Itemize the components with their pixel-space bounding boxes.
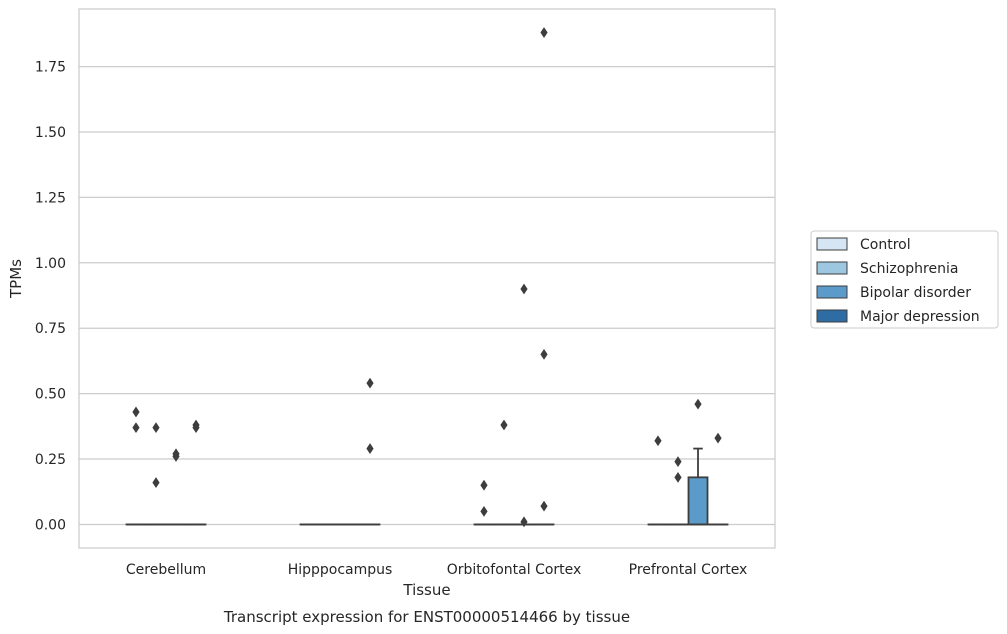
outlier-point (132, 422, 140, 434)
outlier-point (520, 516, 528, 528)
legend-swatch (816, 237, 848, 251)
outlier-point (540, 27, 548, 38)
boxes (125, 447, 729, 526)
x-tick-label: Orbitofontal Cortex (447, 562, 582, 578)
x-tick-label: Hipppocampus (288, 562, 393, 578)
outlier-point (366, 377, 374, 389)
outlier-point (654, 435, 662, 447)
plot-frame (78, 8, 776, 549)
grid-lines (79, 65, 775, 526)
outlier-point (694, 398, 702, 410)
x-tick-labels: Cerebellum Hipppocampus Orbitofontal Corte… (126, 562, 747, 578)
outlier-point (714, 432, 722, 444)
legend-item: Major depression (816, 309, 980, 325)
outlier-point (480, 479, 488, 491)
legend-label: Bipolar disorder (860, 285, 971, 301)
y-tick-label: 0.50 (35, 387, 66, 403)
legend-swatch (816, 309, 848, 323)
legend-label: Control (860, 237, 911, 253)
outlier-point (192, 422, 200, 434)
legend-item: Control (816, 237, 911, 253)
outlier-point (500, 419, 508, 431)
outlier-point (132, 406, 140, 418)
y-tick-label: 1.25 (35, 190, 66, 206)
legend: Control Schizophrenia Bipolar disorder Majo… (810, 230, 999, 329)
legend-label: Schizophrenia (860, 261, 958, 277)
y-tick-label: 0.75 (35, 321, 66, 337)
legend-label: Major depression (860, 309, 980, 325)
outlier-point (540, 500, 548, 512)
chart-caption: Transcript expression for ENST0000051446… (223, 608, 630, 626)
outlier-point (674, 471, 682, 483)
y-tick-label: 0.00 (35, 517, 66, 533)
y-tick-labels: 0.00 0.25 0.50 0.75 1.00 1.25 1.50 1.75 (35, 60, 66, 534)
legend-frame (810, 230, 999, 329)
legend-item: Schizophrenia (816, 261, 958, 277)
outlier-point (172, 451, 180, 462)
outliers (132, 27, 722, 528)
outlier-point (366, 443, 374, 454)
outlier-point (480, 505, 488, 517)
y-tick-label: 1.75 (35, 60, 66, 76)
outlier-point (520, 283, 528, 295)
legend-item: Bipolar disorder (816, 285, 971, 301)
x-axis-label: Tissue (402, 581, 450, 599)
outlier-point (152, 477, 160, 488)
y-tick-label: 1.50 (35, 125, 66, 141)
legend-swatch (816, 285, 848, 299)
box-body (687, 476, 709, 526)
y-tick-label: 1.00 (35, 256, 66, 272)
x-tick-label: Cerebellum (126, 562, 206, 578)
box-bipolar-disorder (687, 447, 709, 526)
legend-swatch (816, 261, 848, 275)
x-tick-label: Prefrontal Cortex (629, 562, 748, 578)
outlier-point (674, 456, 682, 468)
y-axis-label: TPMs (7, 259, 25, 299)
outlier-point (152, 422, 160, 434)
y-tick-label: 0.25 (35, 452, 66, 468)
outlier-point (540, 348, 548, 360)
